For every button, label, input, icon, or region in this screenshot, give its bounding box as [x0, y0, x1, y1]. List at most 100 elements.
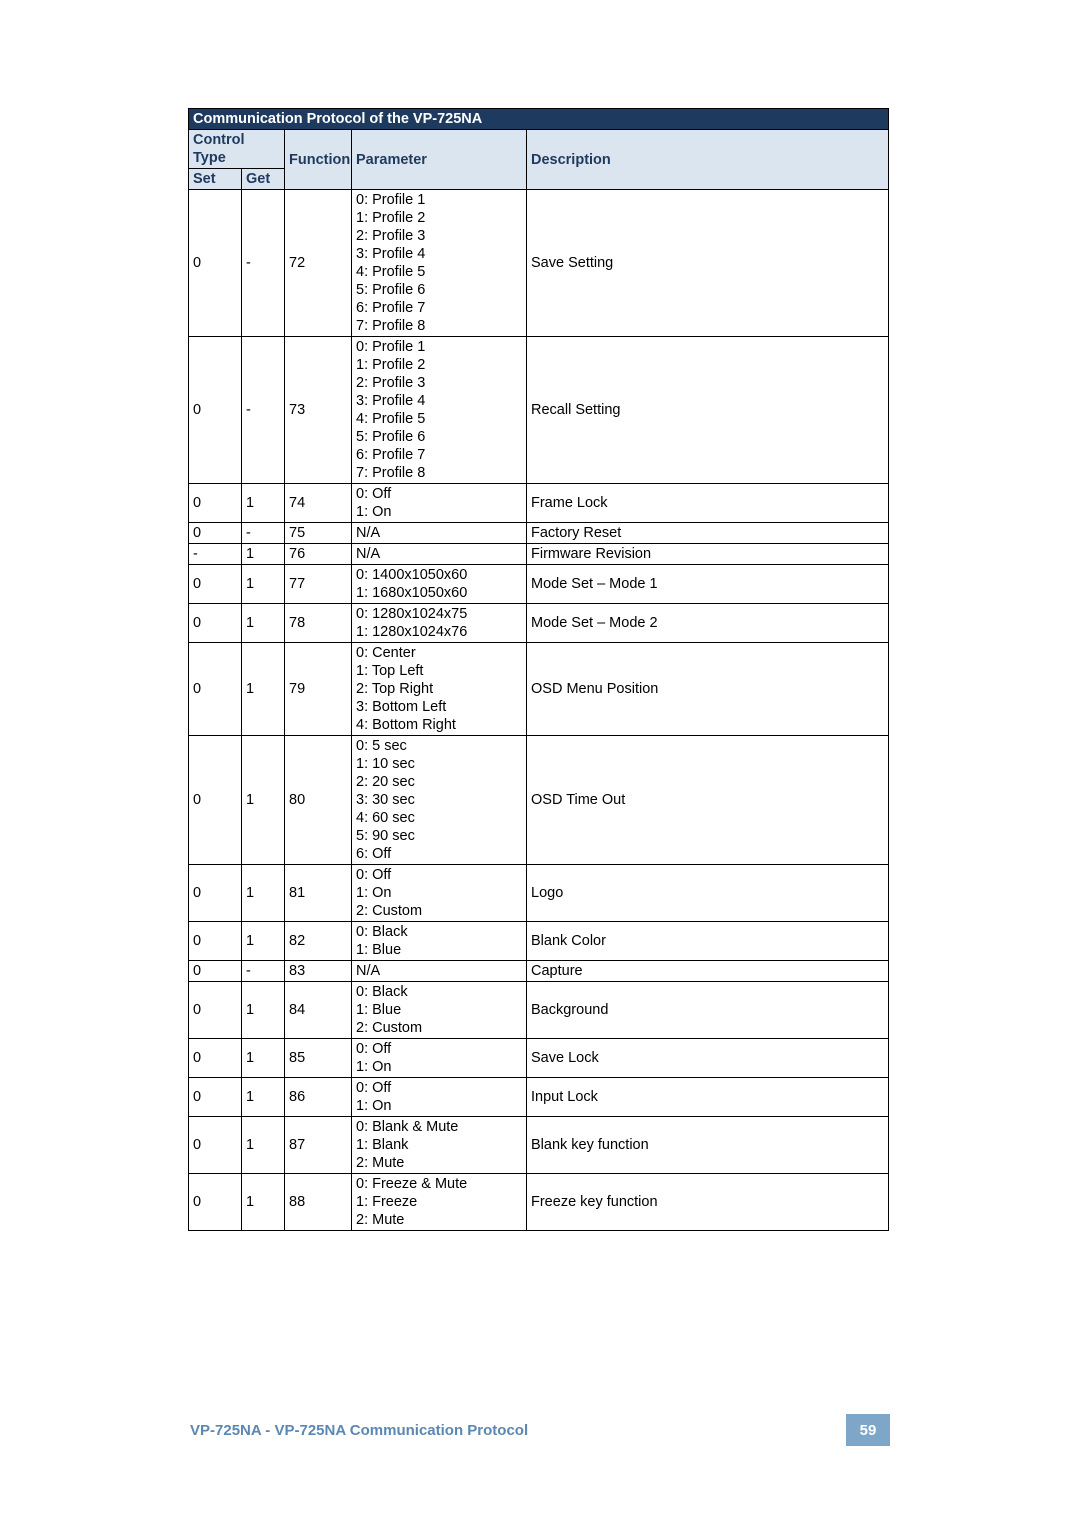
cell-func: 88 — [285, 1174, 352, 1231]
cell-param: 0: Black 1: Blue 2: Custom — [352, 982, 527, 1039]
cell-param: N/A — [352, 544, 527, 565]
cell-get: 1 — [242, 1174, 285, 1231]
header-function: Function — [285, 130, 352, 190]
table-row: 01780: 1280x1024x75 1: 1280x1024x76Mode … — [189, 604, 889, 643]
cell-func: 85 — [285, 1039, 352, 1078]
cell-get: 1 — [242, 1078, 285, 1117]
cell-func: 82 — [285, 922, 352, 961]
cell-func: 83 — [285, 961, 352, 982]
cell-desc: Recall Setting — [527, 337, 889, 484]
cell-desc: Mode Set – Mode 1 — [527, 565, 889, 604]
cell-param: 0: Off 1: On — [352, 484, 527, 523]
cell-param: N/A — [352, 523, 527, 544]
header-get: Get — [242, 169, 285, 190]
cell-desc: Background — [527, 982, 889, 1039]
cell-get: - — [242, 523, 285, 544]
cell-set: - — [189, 544, 242, 565]
cell-func: 78 — [285, 604, 352, 643]
table-title: Communication Protocol of the VP-725NA — [189, 109, 889, 130]
cell-set: 0 — [189, 190, 242, 337]
cell-get: - — [242, 337, 285, 484]
table-row: 01740: Off 1: OnFrame Lock — [189, 484, 889, 523]
cell-func: 84 — [285, 982, 352, 1039]
cell-set: 0 — [189, 1078, 242, 1117]
cell-get: 1 — [242, 736, 285, 865]
table-row: 0-83N/ACapture — [189, 961, 889, 982]
cell-desc: Save Lock — [527, 1039, 889, 1078]
cell-set: 0 — [189, 922, 242, 961]
cell-func: 79 — [285, 643, 352, 736]
cell-func: 86 — [285, 1078, 352, 1117]
table-row: 01850: Off 1: OnSave Lock — [189, 1039, 889, 1078]
cell-desc: Save Setting — [527, 190, 889, 337]
cell-param: 0: 1280x1024x75 1: 1280x1024x76 — [352, 604, 527, 643]
table-body: 0-720: Profile 1 1: Profile 2 2: Profile… — [189, 190, 889, 1231]
cell-get: 1 — [242, 1117, 285, 1174]
table-row: 0-720: Profile 1 1: Profile 2 2: Profile… — [189, 190, 889, 337]
cell-get: - — [242, 190, 285, 337]
cell-func: 80 — [285, 736, 352, 865]
cell-param: 0: Profile 1 1: Profile 2 2: Profile 3 3… — [352, 337, 527, 484]
cell-set: 0 — [189, 1117, 242, 1174]
cell-desc: Firmware Revision — [527, 544, 889, 565]
cell-get: 1 — [242, 484, 285, 523]
cell-set: 0 — [189, 961, 242, 982]
cell-get: 1 — [242, 982, 285, 1039]
cell-set: 0 — [189, 1174, 242, 1231]
header-parameter: Parameter — [352, 130, 527, 190]
table-row: 01840: Black 1: Blue 2: CustomBackground — [189, 982, 889, 1039]
table-row: 01870: Blank & Mute 1: Blank 2: MuteBlan… — [189, 1117, 889, 1174]
footer-text: VP-725NA - VP-725NA Communication Protoc… — [190, 1422, 846, 1439]
table-row: 01860: Off 1: OnInput Lock — [189, 1078, 889, 1117]
cell-set: 0 — [189, 523, 242, 544]
cell-param: 0: Freeze & Mute 1: Freeze 2: Mute — [352, 1174, 527, 1231]
cell-param: 0: Black 1: Blue — [352, 922, 527, 961]
cell-desc: Blank key function — [527, 1117, 889, 1174]
cell-param: 0: Off 1: On — [352, 1078, 527, 1117]
page: Communication Protocol of the VP-725NA C… — [0, 0, 1080, 1532]
header-description: Description — [527, 130, 889, 190]
header-set: Set — [189, 169, 242, 190]
cell-desc: Freeze key function — [527, 1174, 889, 1231]
table-row: 0-75N/AFactory Reset — [189, 523, 889, 544]
cell-desc: Input Lock — [527, 1078, 889, 1117]
cell-param: 0: Blank & Mute 1: Blank 2: Mute — [352, 1117, 527, 1174]
cell-func: 72 — [285, 190, 352, 337]
cell-desc: Blank Color — [527, 922, 889, 961]
cell-desc: Logo — [527, 865, 889, 922]
cell-set: 0 — [189, 982, 242, 1039]
cell-set: 0 — [189, 337, 242, 484]
cell-desc: Capture — [527, 961, 889, 982]
cell-get: 1 — [242, 643, 285, 736]
cell-param: 0: Off 1: On — [352, 1039, 527, 1078]
cell-set: 0 — [189, 643, 242, 736]
cell-get: 1 — [242, 565, 285, 604]
cell-param: 0: 5 sec 1: 10 sec 2: 20 sec 3: 30 sec 4… — [352, 736, 527, 865]
cell-param: 0: Profile 1 1: Profile 2 2: Profile 3 3… — [352, 190, 527, 337]
cell-func: 74 — [285, 484, 352, 523]
cell-func: 81 — [285, 865, 352, 922]
cell-desc: Mode Set – Mode 2 — [527, 604, 889, 643]
cell-set: 0 — [189, 565, 242, 604]
cell-get: - — [242, 961, 285, 982]
table-row: 01790: Center 1: Top Left 2: Top Right 3… — [189, 643, 889, 736]
table-row: 01810: Off 1: On 2: CustomLogo — [189, 865, 889, 922]
cell-param: 0: 1400x1050x60 1: 1680x1050x60 — [352, 565, 527, 604]
cell-set: 0 — [189, 1039, 242, 1078]
page-footer: VP-725NA - VP-725NA Communication Protoc… — [190, 1414, 890, 1446]
cell-set: 0 — [189, 736, 242, 865]
protocol-table: Communication Protocol of the VP-725NA C… — [188, 108, 889, 1231]
table-row: -176N/AFirmware Revision — [189, 544, 889, 565]
table-row: 0-730: Profile 1 1: Profile 2 2: Profile… — [189, 337, 889, 484]
cell-set: 0 — [189, 865, 242, 922]
table-row: 01880: Freeze & Mute 1: Freeze 2: MuteFr… — [189, 1174, 889, 1231]
table-row: 01770: 1400x1050x60 1: 1680x1050x60Mode … — [189, 565, 889, 604]
cell-desc: OSD Time Out — [527, 736, 889, 865]
cell-get: 1 — [242, 544, 285, 565]
cell-func: 75 — [285, 523, 352, 544]
cell-get: 1 — [242, 922, 285, 961]
cell-desc: Factory Reset — [527, 523, 889, 544]
footer-page-number: 59 — [846, 1414, 890, 1446]
cell-get: 1 — [242, 604, 285, 643]
cell-param: 0: Center 1: Top Left 2: Top Right 3: Bo… — [352, 643, 527, 736]
